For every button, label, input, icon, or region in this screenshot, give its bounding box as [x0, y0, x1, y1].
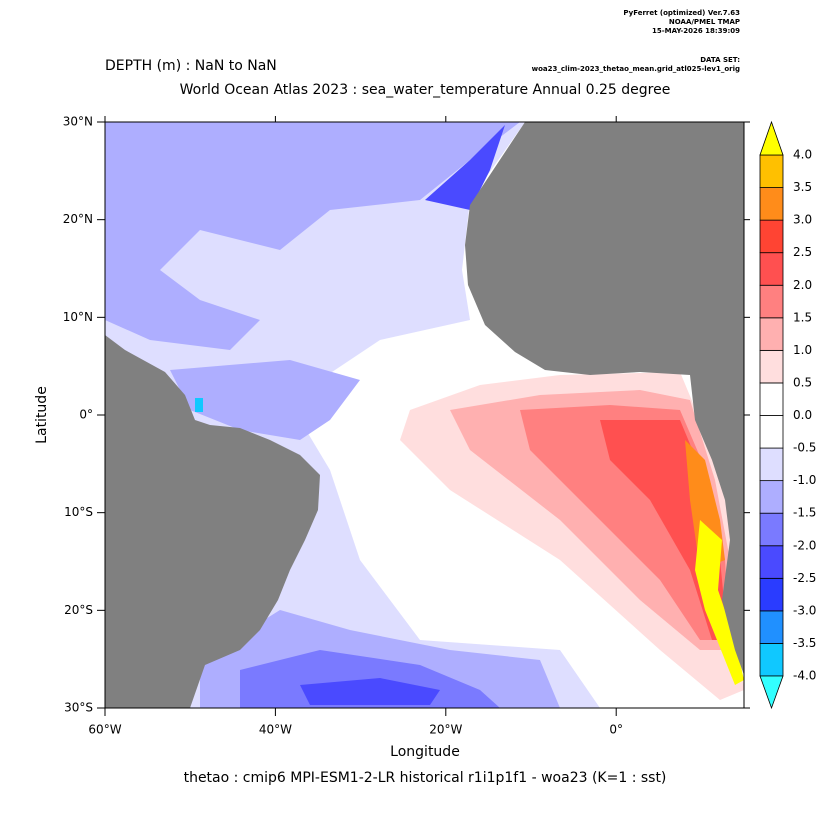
cold-area	[170, 360, 360, 440]
colorbar-box	[759, 317, 784, 351]
x-tick-label: 40°W	[259, 723, 292, 737]
x-tick-label: 60°W	[88, 723, 121, 737]
colorbar-label: -2.5	[793, 571, 816, 585]
colorbar-box	[759, 545, 784, 579]
y-tick-label: 20°S	[64, 603, 93, 617]
colorbar-box	[759, 577, 784, 612]
hottest-area	[695, 520, 744, 685]
colorbar-box	[759, 382, 784, 416]
y-tick-label: 10°S	[64, 505, 93, 519]
colorbar-box	[759, 610, 784, 644]
date: 15-MAY-2026 18:39:09	[652, 27, 740, 35]
land-africa	[465, 122, 744, 675]
colorbar-box	[759, 480, 784, 514]
colorbar-box	[759, 643, 784, 677]
colorbar-label: 3.5	[793, 180, 812, 194]
colorbar-box	[759, 447, 784, 482]
colorbar-box	[759, 512, 784, 547]
colorbar-box	[759, 415, 784, 449]
colorbar-label: 0.0	[793, 408, 812, 422]
y-tick-label: 30°N	[63, 115, 93, 129]
cold-area	[105, 122, 520, 350]
colorbar-label: -0.5	[793, 441, 816, 455]
colorbar-box	[759, 284, 784, 319]
colorbar-label: -3.5	[793, 636, 816, 650]
y-axis-label: Latitude	[34, 386, 50, 444]
colorbar-label: 2.0	[793, 278, 812, 292]
coldest-area	[425, 125, 505, 210]
footer: thetao : cmip6 MPI-ESM1-2-LR historical …	[184, 770, 667, 786]
cold-spot	[195, 398, 203, 412]
coldest-area	[300, 678, 440, 705]
org: NOAA/PMEL TMAP	[669, 18, 740, 26]
colorbar-label: -4.0	[793, 669, 816, 683]
dataset-label: DATA SET:	[700, 56, 740, 64]
subtitle: DEPTH (m) : NaN to NaN	[105, 58, 277, 74]
software: PyFerret (optimized) Ver.7.63	[623, 9, 740, 17]
land-south-america	[105, 335, 320, 708]
colorbar-box	[759, 219, 784, 254]
x-axis-label: Longitude	[390, 744, 460, 760]
y-tick-label: 30°S	[64, 701, 93, 715]
y-tick-label: 20°N	[63, 212, 93, 226]
colorbar-label: -1.0	[793, 473, 816, 487]
dataset: woa23_clim-2023_thetao_mean.grid_atl025-…	[532, 65, 740, 73]
colorbar-label: 0.5	[793, 375, 812, 389]
colorbar-label: 1.0	[793, 343, 812, 357]
colorbar-under	[759, 675, 784, 710]
x-tick-label: 0°	[609, 723, 623, 737]
colorbar-box	[759, 154, 784, 188]
y-tick-label: 10°N	[63, 310, 93, 324]
colorbar-label: 2.5	[793, 245, 812, 259]
map-field	[104, 121, 745, 709]
colorbar-label: 4.0	[793, 148, 812, 162]
colorbar-box	[759, 252, 784, 286]
colorbar-over	[759, 120, 784, 156]
colorbar-label: -1.5	[793, 506, 816, 520]
colorbar-label: -2.0	[793, 538, 816, 552]
colorbar-label: 3.0	[793, 213, 812, 227]
y-tick-label: 0°	[79, 408, 93, 422]
x-tick-label: 20°W	[429, 723, 462, 737]
colorbar-box	[759, 187, 784, 221]
colorbar-label: 1.5	[793, 310, 812, 324]
colorbar-box	[759, 349, 784, 384]
title: World Ocean Atlas 2023 : sea_water_tempe…	[180, 82, 671, 98]
colorbar-label: -3.0	[793, 603, 816, 617]
